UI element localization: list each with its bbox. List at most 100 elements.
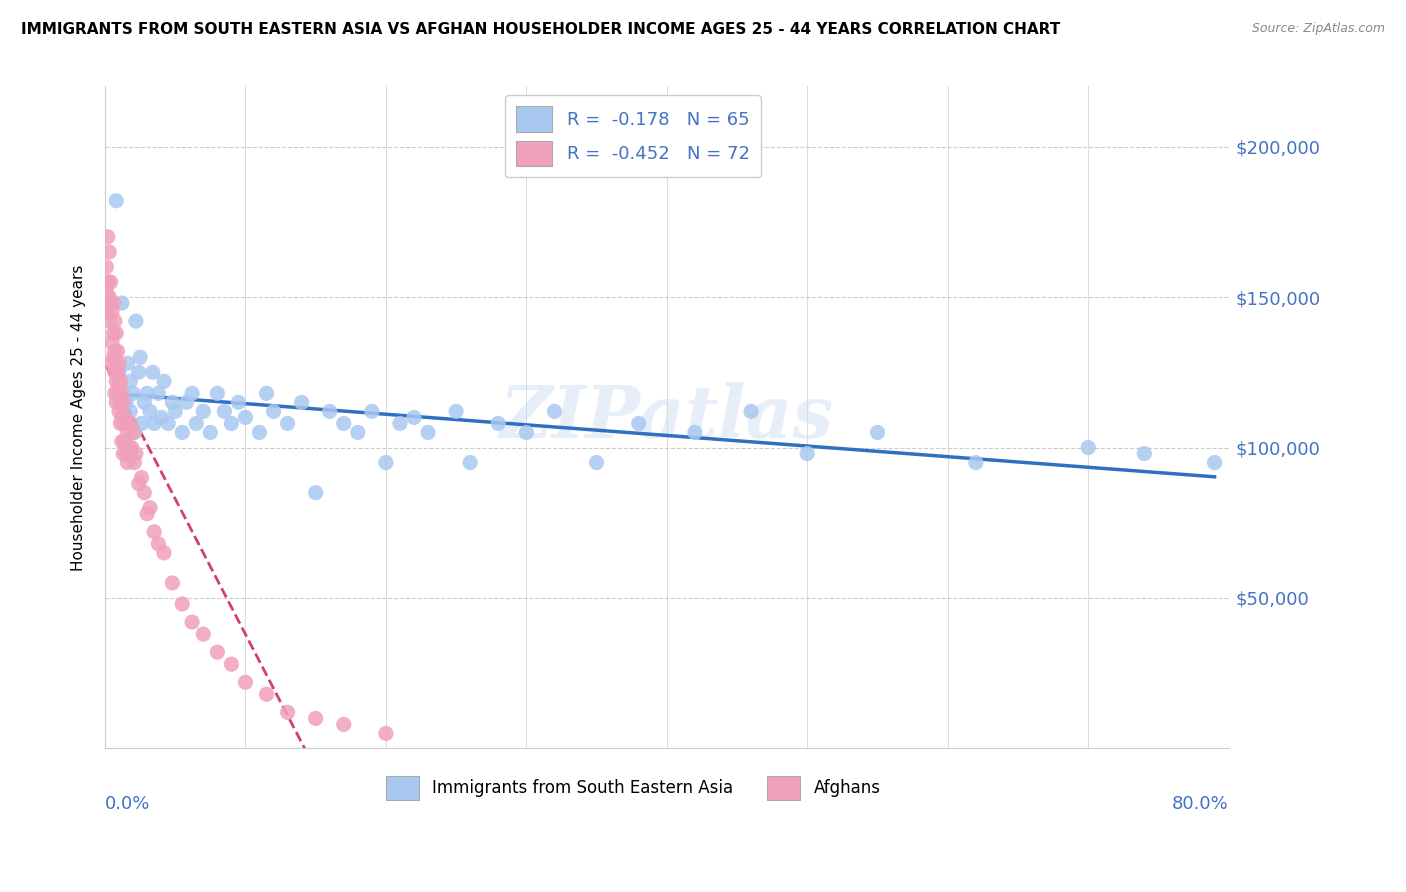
Point: [207, 645, 229, 659]
Point: [200, 425, 222, 440]
Point: [96, 260, 118, 274]
Point: [139, 404, 162, 418]
Point: [277, 417, 299, 431]
Point: [121, 441, 143, 455]
Point: [162, 395, 184, 409]
Point: [796, 446, 818, 460]
Point: [150, 410, 173, 425]
Point: [101, 335, 124, 350]
Point: [305, 485, 328, 500]
Point: [186, 417, 208, 431]
Point: [108, 365, 131, 379]
Point: [128, 476, 150, 491]
Legend: Immigrants from South Eastern Asia, Afghans: Immigrants from South Eastern Asia, Afgh…: [380, 770, 887, 806]
Point: [120, 446, 142, 460]
Point: [235, 410, 257, 425]
Point: [103, 326, 125, 340]
Point: [111, 410, 134, 425]
Point: [98, 244, 121, 259]
Point: [117, 356, 139, 370]
Point: [104, 365, 127, 379]
Point: [388, 417, 411, 431]
Point: [444, 404, 467, 418]
Point: [124, 456, 146, 470]
Point: [117, 425, 139, 440]
Point: [172, 597, 194, 611]
Point: [176, 395, 198, 409]
Point: [105, 374, 128, 388]
Point: [1133, 446, 1156, 460]
Point: [142, 365, 165, 379]
Point: [111, 386, 134, 401]
Point: [131, 470, 153, 484]
Point: [118, 441, 141, 455]
Point: [585, 456, 607, 470]
Point: [120, 417, 142, 431]
Point: [101, 305, 124, 319]
Point: [108, 404, 131, 418]
Point: [228, 395, 250, 409]
Point: [181, 615, 204, 629]
Point: [114, 434, 136, 449]
Point: [136, 386, 159, 401]
Point: [98, 290, 121, 304]
Point: [221, 657, 243, 672]
Point: [515, 425, 537, 440]
Point: [98, 314, 121, 328]
Point: [112, 395, 135, 409]
Point: [115, 446, 138, 460]
Point: [134, 485, 156, 500]
Point: [115, 395, 138, 409]
Point: [235, 675, 257, 690]
Point: [97, 305, 120, 319]
Point: [112, 446, 135, 460]
Point: [114, 410, 136, 425]
Point: [112, 417, 135, 431]
Text: 0.0%: 0.0%: [105, 795, 150, 813]
Point: [105, 356, 128, 370]
Point: [115, 417, 138, 431]
Point: [332, 717, 354, 731]
Point: [157, 417, 180, 431]
Point: [153, 374, 176, 388]
Point: [128, 365, 150, 379]
Point: [360, 404, 382, 418]
Point: [105, 395, 128, 409]
Point: [249, 425, 271, 440]
Point: [305, 711, 328, 725]
Point: [96, 284, 118, 298]
Point: [627, 417, 650, 431]
Point: [139, 500, 162, 515]
Point: [125, 314, 148, 328]
Point: [346, 425, 368, 440]
Point: [277, 706, 299, 720]
Text: ZIPatlas: ZIPatlas: [499, 382, 834, 453]
Point: [256, 687, 278, 701]
Point: [148, 386, 170, 401]
Point: [416, 425, 439, 440]
Point: [105, 326, 128, 340]
Point: [97, 275, 120, 289]
Point: [402, 410, 425, 425]
Point: [97, 230, 120, 244]
Point: [965, 456, 987, 470]
Point: [1077, 441, 1099, 455]
Point: [153, 546, 176, 560]
Point: [129, 350, 152, 364]
Point: [117, 456, 139, 470]
Point: [143, 417, 166, 431]
Point: [221, 417, 243, 431]
Point: [214, 404, 236, 418]
Point: [107, 365, 129, 379]
Point: [162, 576, 184, 591]
Point: [122, 425, 145, 440]
Point: [207, 386, 229, 401]
Point: [134, 395, 156, 409]
Point: [136, 507, 159, 521]
Point: [111, 296, 134, 310]
Point: [104, 386, 127, 401]
Point: [683, 425, 706, 440]
Text: 80.0%: 80.0%: [1171, 795, 1229, 813]
Point: [104, 314, 127, 328]
Point: [100, 275, 122, 289]
